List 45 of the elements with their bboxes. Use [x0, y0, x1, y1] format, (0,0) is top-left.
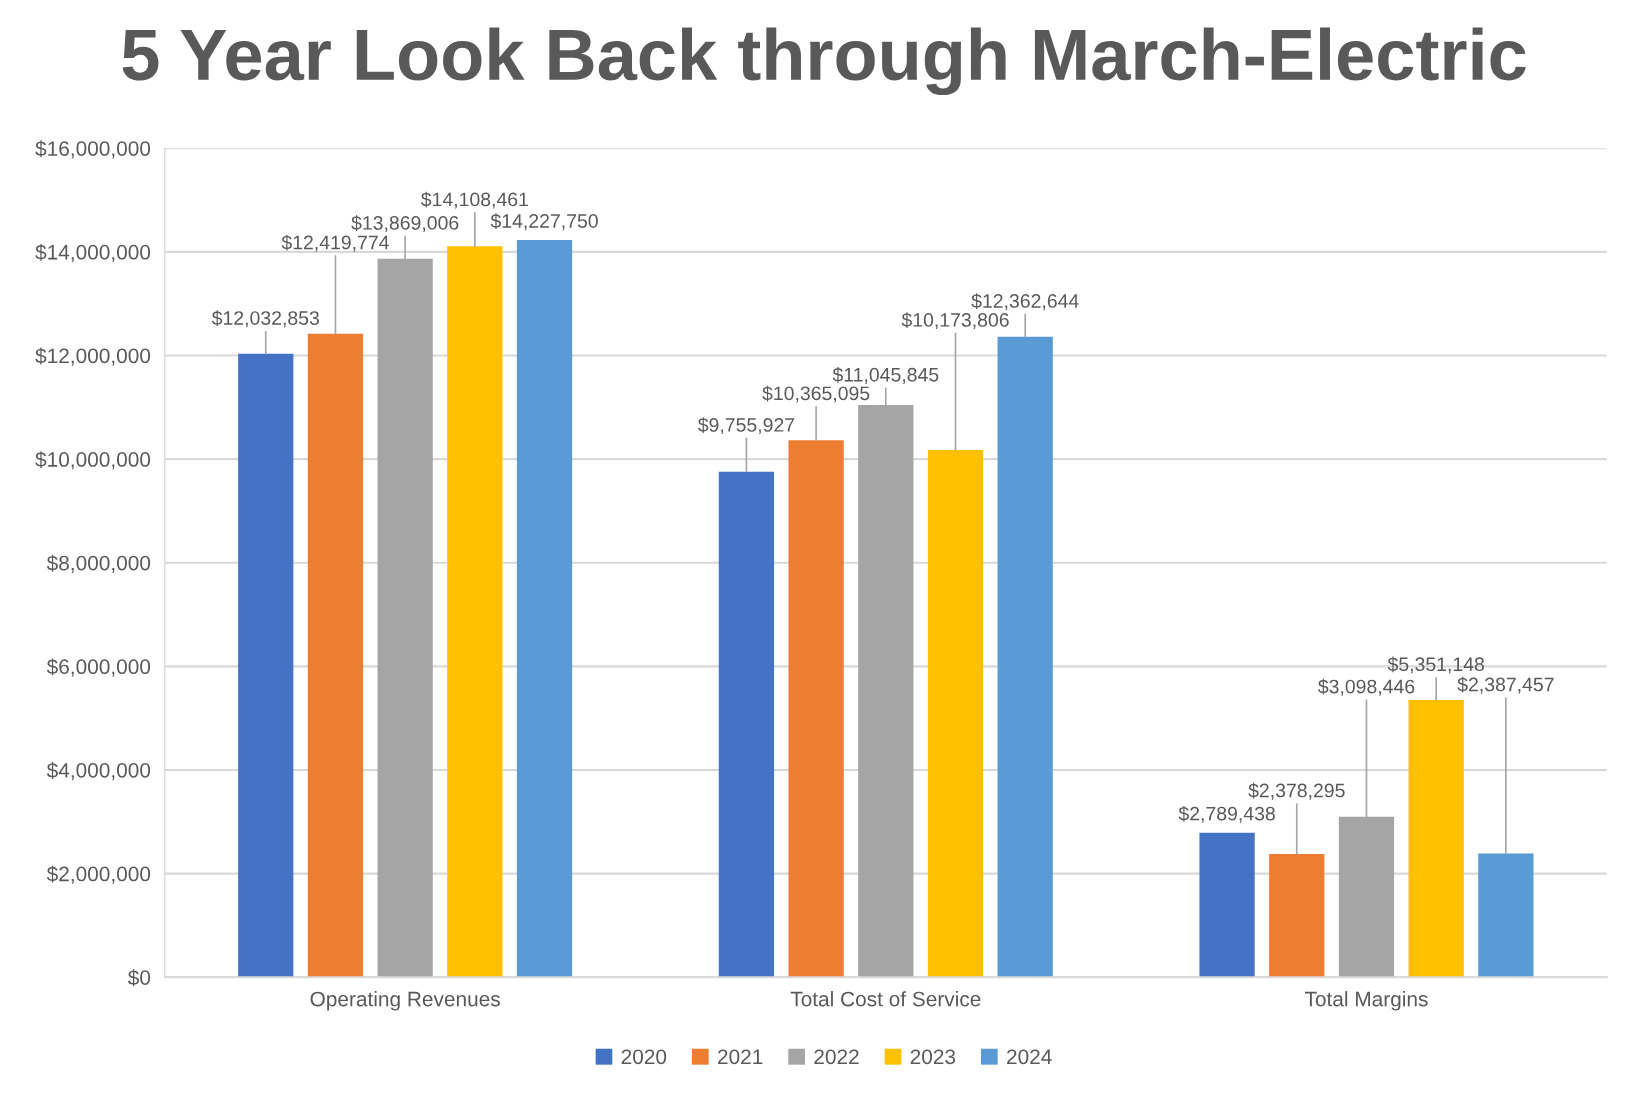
data-label: $5,351,148 — [1387, 656, 1484, 674]
data-label: $12,419,774 — [281, 234, 389, 252]
y-tick-label: $0 — [127, 969, 151, 987]
x-tick-label: Operating Revenues — [310, 991, 500, 1011]
y-tick-label: $14,000,000 — [35, 243, 151, 263]
data-label: $2,789,438 — [1178, 805, 1275, 823]
bar — [718, 471, 775, 978]
data-label: $3,098,446 — [1318, 678, 1415, 696]
bar — [1199, 832, 1255, 978]
x-tick-label: Total Cost of Service — [790, 991, 981, 1007]
data-label: $11,045,845 — [832, 367, 939, 384]
data-label: $10,365,095 — [762, 385, 870, 403]
bar — [238, 353, 294, 978]
data-label: $12,362,644 — [971, 293, 1079, 311]
y-tick-label: $10,000,000 — [35, 451, 151, 470]
data-label: $14,227,750 — [490, 213, 598, 231]
legend-label: 2020 — [621, 1049, 667, 1065]
data-label: $12,032,853 — [211, 310, 319, 328]
data-label: $2,378,295 — [1248, 782, 1345, 800]
legend-label: 2022 — [814, 1049, 859, 1065]
bar — [927, 450, 984, 978]
legend-label: 2023 — [910, 1049, 956, 1065]
bar — [307, 333, 364, 978]
y-tick-label: $16,000,000 — [35, 140, 151, 159]
bar — [447, 246, 503, 978]
bar — [516, 240, 573, 978]
data-label: $10,173,806 — [901, 312, 1009, 330]
bar — [1478, 853, 1534, 978]
bar — [1269, 854, 1325, 978]
bar — [788, 440, 844, 978]
y-tick-label: $2,000,000 — [46, 865, 151, 884]
bar — [997, 336, 1053, 978]
chart-title: 5 Year Look Back through March-Electric — [122, 27, 1526, 96]
bar — [1408, 699, 1464, 978]
legend-label: 2024 — [1007, 1049, 1052, 1065]
y-tick-label: $6,000,000 — [46, 658, 151, 677]
y-tick-label: $4,000,000 — [46, 762, 151, 781]
x-tick-label: Total Margins — [1305, 991, 1428, 1011]
y-tick-label: $8,000,000 — [46, 554, 151, 573]
legend-label: 2021 — [718, 1049, 763, 1065]
data-label: $14,108,461 — [420, 191, 528, 209]
y-tick-label: $12,000,000 — [35, 347, 151, 366]
data-label: $9,755,927 — [697, 417, 795, 435]
data-label: $2,387,457 — [1457, 676, 1554, 694]
data-label: $13,869,006 — [351, 215, 459, 233]
